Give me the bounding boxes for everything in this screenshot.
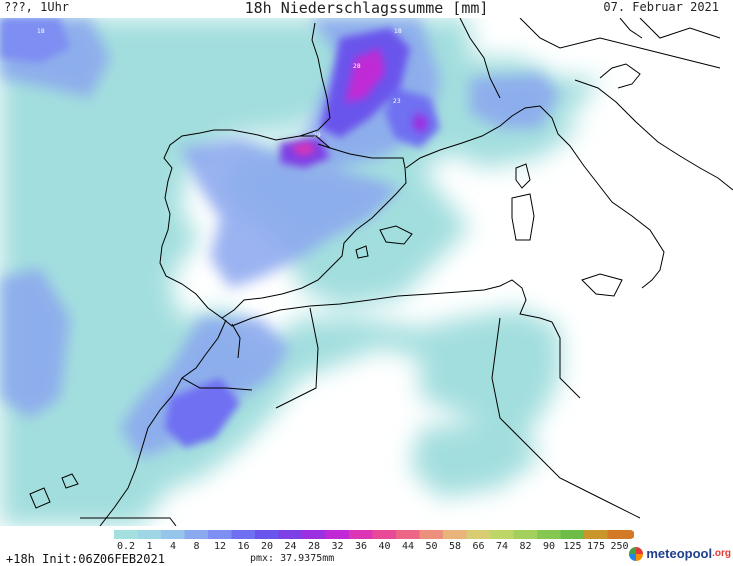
precipitation-map: 18 18 28 23 29 [0, 18, 733, 526]
map-cell-labels: 18 18 28 23 29 [37, 28, 402, 139]
colorbar-cell [584, 530, 608, 539]
colorbar-tick-label: 58 [448, 541, 462, 552]
map-title: 18h Niederschlagssumme [mm] [244, 0, 489, 17]
cell-label: 29 [313, 132, 321, 139]
colorbar-tick-label: 90 [542, 541, 556, 552]
colorbar-cell [325, 530, 350, 539]
colorbar-tick-label: 32 [331, 541, 344, 552]
cell-label: 18 [37, 28, 45, 35]
colorbar-tick-label: 175 [586, 541, 606, 552]
colorbar-tick-label: 50 [425, 541, 438, 552]
colorbar-tick-label: 8 [193, 541, 200, 552]
precip-max-cores [290, 48, 428, 156]
colorbar-cell [114, 530, 138, 539]
init-time-label: +18h Init:06Z06FEB2021 [6, 552, 165, 566]
colorbar-cell [184, 530, 209, 539]
colorbar-cell [443, 530, 467, 539]
colorbar-tick-label: 44 [401, 541, 415, 552]
colorbar-tick-label: 250 [610, 541, 629, 552]
colorbar-tick-label: 20 [260, 541, 274, 552]
colorbar-arrow-icon [631, 530, 634, 539]
colorbar-cell [490, 530, 514, 539]
logo-brand-text: meteopool [646, 546, 713, 561]
colorbar-cell [161, 530, 185, 539]
logo-tld-text: .org [712, 548, 731, 559]
colorbar-cell [560, 530, 585, 539]
colorbar-tick-label: 125 [563, 541, 582, 552]
colorbar-cell [278, 530, 303, 539]
colorbar-tick-label: 40 [378, 541, 391, 552]
header-bar: ???, 1Uhr 18h Niederschlagssumme [mm] 07… [0, 0, 733, 18]
colorbar-tick-label: 28 [307, 541, 321, 552]
colorbar-tick-label: 12 [213, 541, 227, 552]
colorbar-cell [466, 530, 491, 539]
colorbar-tick-label: 82 [519, 541, 532, 552]
cell-label: 28 [353, 63, 361, 70]
colorbar-cell [255, 530, 279, 539]
colorbar-cell [208, 530, 232, 539]
colorbar-cell [372, 530, 397, 539]
colorbar-cell [302, 530, 326, 539]
cell-label: 18 [394, 28, 402, 35]
colorbar-tick-label: 0.2 [116, 541, 136, 552]
colorbar-ticks: 0.2 1 4 8 12 16 20 24 28 32 36 40 44 50 58 66 74 82 90 125 1… [0, 541, 733, 553]
meteopool-logo-icon [629, 546, 644, 561]
coastlines [29, 18, 733, 526]
colorbar-tick-label: 36 [354, 541, 368, 552]
colorbar-tick-label: 66 [472, 541, 485, 552]
colorbar-cell [537, 530, 561, 539]
colorbar-tick-label: 4 [169, 541, 177, 552]
colorbar-tick-label: 16 [237, 541, 250, 552]
colorbar-cell [396, 530, 420, 539]
colorbar-cell [137, 530, 162, 539]
cell-label: 23 [393, 98, 401, 105]
forecast-hour-label: ???, 1Uhr [4, 0, 70, 14]
meteopool-logo[interactable]: meteopool .org [629, 546, 731, 561]
max-precip-label: pmx: 37.9375mm [250, 553, 335, 564]
colorbar-cell [231, 530, 256, 539]
colorbar-tick-label: 24 [284, 541, 297, 552]
legend-area: 0.2 1 4 8 12 16 20 24 28 32 36 40 44 50 58 66 74 82 90 125 1… [0, 526, 733, 566]
colorbar-tick-label: 1 [146, 541, 153, 552]
colorbar [114, 530, 634, 539]
colorbar-cell [607, 530, 632, 539]
colorbar-cell [419, 530, 444, 539]
colorbar-cell [513, 530, 538, 539]
colorbar-tick-label: 74 [495, 541, 509, 552]
forecast-date: 07. Februar 2021 [603, 0, 719, 14]
colorbar-cell [349, 530, 373, 539]
